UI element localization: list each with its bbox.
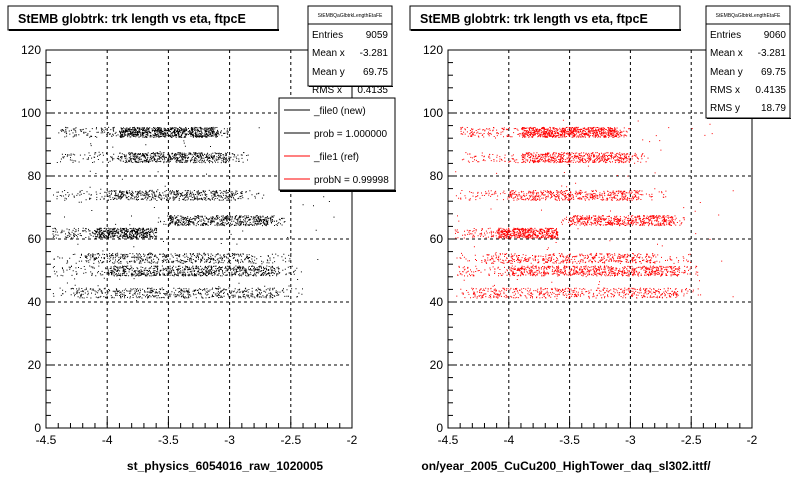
x-tick-label: -4 (503, 433, 514, 447)
stats-value: 69.75 (761, 67, 786, 78)
x-tick-label: -4.5 (36, 433, 57, 447)
y-tick-label: 40 (430, 295, 444, 309)
y-tick-label: 20 (28, 358, 42, 372)
y-tick-label: 120 (21, 43, 41, 57)
x-axis-label: on/year_2005_CuCu200_HighTower_daq_sl302… (421, 459, 711, 473)
legend-entry: probN = 0.99998 (314, 175, 389, 186)
x-tick-label: -3.5 (559, 433, 580, 447)
y-tick-label: 20 (430, 358, 444, 372)
x-tick-label: -2 (747, 433, 758, 447)
x-tick-label: -2 (347, 433, 358, 447)
stats-value: 69.75 (363, 67, 388, 78)
legend-entry: prob = 1.000000 (314, 129, 388, 140)
y-tick-label: 120 (423, 43, 443, 57)
y-tick-label: 0 (34, 421, 41, 435)
stats-label: Mean y (710, 67, 743, 78)
stats-value: 0.4135 (357, 85, 388, 96)
stats-value: 9059 (366, 30, 389, 41)
y-tick-label: 100 (423, 106, 443, 120)
stats-label: RMS x (710, 85, 740, 96)
stats-label: Mean x (710, 48, 743, 59)
x-tick-label: -4 (102, 433, 113, 447)
stats-label: RMS x (312, 85, 342, 96)
stats-value: 0.4135 (755, 85, 786, 96)
chart-title-box: StEMB globtrk: trk length vs eta, ftpcE (7, 5, 279, 31)
legend-box: _file0 (new) prob = 1.000000 _file1 (ref… (278, 97, 396, 192)
x-tick-label: -3 (224, 433, 235, 447)
y-tick-label: 60 (28, 232, 42, 246)
legend-entry: _file1 (ref) (313, 152, 359, 163)
y-tick-label: 100 (21, 106, 41, 120)
y-tick-label: 80 (28, 169, 42, 183)
stats-value: -3.281 (758, 48, 787, 59)
stats-box: StEMBQaGlbtrkLengthEtaFE Entries 9060 Me… (705, 5, 791, 119)
panel-left: StEMB globtrk: trk length vs eta, ftpcE … (7, 5, 396, 473)
stats-title: StEMBQaGlbtrkLengthEtaFE (318, 13, 383, 19)
stats-label: Mean y (312, 67, 345, 78)
scatter-points (454, 119, 734, 300)
stats-label: RMS y (710, 103, 740, 114)
stats-label: Mean x (312, 48, 345, 59)
grid-lines (448, 50, 752, 428)
stats-title: StEMBQaGlbtrkLengthEtaFE (716, 13, 781, 19)
chart-title: StEMB globtrk: trk length vs eta, ftpcE (420, 12, 648, 26)
axes: -4.5 -4 -3.5 -3 -2.5 -2 0 20 40 60 80 100 120 (21, 43, 358, 447)
stats-label: Entries (312, 30, 343, 41)
y-tick-label: 80 (430, 169, 444, 183)
stats-value: 9060 (764, 30, 787, 41)
x-tick-label: -2.5 (681, 433, 702, 447)
x-tick-label: -2.5 (280, 433, 301, 447)
stats-value: -3.281 (360, 48, 389, 59)
panel-right: StEMB globtrk: trk length vs eta, ftpcE … (409, 5, 791, 473)
x-tick-label: -3.5 (158, 433, 179, 447)
axes: -4.5 -4 -3.5 -3 -2.5 -2 0 20 40 60 80 100 120 (423, 43, 758, 447)
legend-entry: _file0 (new) (313, 106, 366, 117)
y-tick-label: 40 (28, 295, 42, 309)
stats-label: Entries (710, 30, 741, 41)
y-tick-label: 0 (436, 421, 443, 435)
chart-title-box: StEMB globtrk: trk length vs eta, ftpcE (409, 5, 681, 31)
stats-box: StEMBQaGlbtrkLengthEtaFE Entries 9059 Me… (307, 5, 393, 96)
x-axis-label: st_physics_6054016_raw_1020005 (127, 459, 323, 473)
stats-value: 18.79 (761, 103, 786, 114)
x-tick-label: -3 (625, 433, 636, 447)
chart-title: StEMB globtrk: trk length vs eta, ftpcE (18, 12, 246, 26)
y-tick-label: 60 (430, 232, 444, 246)
x-tick-label: -4.5 (438, 433, 459, 447)
scatter-point-cloud (454, 119, 734, 300)
